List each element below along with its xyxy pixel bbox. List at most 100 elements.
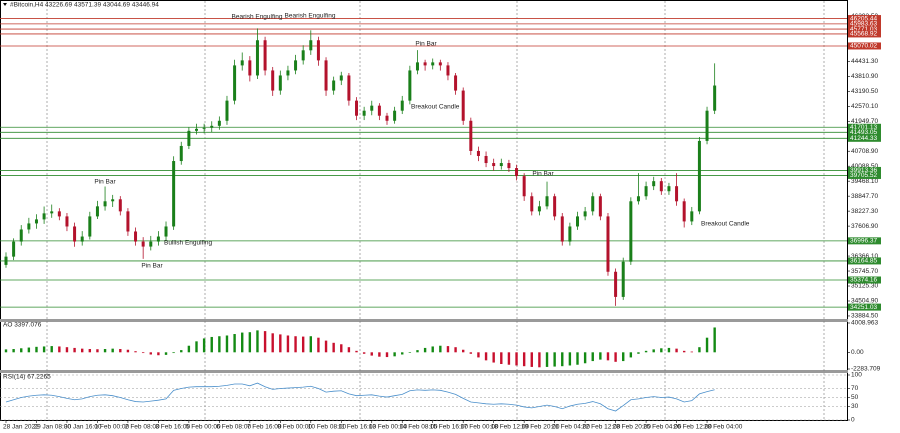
ao-bar	[157, 352, 160, 356]
ao-bar	[507, 352, 511, 365]
ao-bar	[637, 352, 640, 354]
candle-body	[339, 75, 343, 81]
ao-bar	[568, 352, 572, 366]
candle-body	[598, 196, 602, 217]
candle-body	[530, 196, 534, 212]
ao-bar	[332, 342, 335, 353]
ao-bar	[233, 334, 236, 353]
level-label: 36996.37	[850, 238, 877, 245]
level-label-box	[848, 25, 881, 33]
ao-bar	[58, 346, 61, 353]
annotation: Bearish Engulfing	[285, 13, 336, 20]
candle-body	[614, 271, 618, 297]
candle-body	[675, 186, 679, 202]
level-label: 39913.36	[850, 167, 877, 174]
candle-body	[667, 186, 671, 192]
level-label-box	[848, 128, 881, 136]
y-tick-label: 39468.10	[851, 178, 878, 185]
candle-body	[225, 100, 229, 121]
candle-body	[355, 100, 359, 116]
y-tick-label: 37606.90	[851, 223, 878, 230]
candle-body	[537, 206, 541, 212]
level-label: 45070.02	[850, 43, 877, 50]
candle-body	[553, 196, 557, 217]
ao-bar	[378, 352, 381, 357]
ao-bar	[652, 349, 655, 353]
ao-bar	[172, 352, 175, 354]
x-tick-label: 19 Feb 20:00	[521, 424, 560, 431]
x-tick-label: 21 Feb 04:00	[552, 424, 591, 431]
candle-body	[423, 62, 427, 66]
ao-bar	[12, 349, 15, 353]
ao-bar	[241, 332, 244, 353]
ao-bar	[522, 352, 526, 367]
level-label: 35374.16	[850, 277, 877, 284]
x-tick-label: 1 Feb 00:00	[94, 424, 129, 431]
candle-body	[415, 62, 419, 71]
y-tick-label: 33884.50	[851, 313, 878, 320]
candle-body	[27, 223, 31, 230]
ao-bar	[401, 352, 404, 355]
ao-bar	[492, 352, 495, 363]
annotation: Pin Bar	[141, 263, 163, 270]
candle-body	[408, 70, 412, 101]
candle-body	[370, 105, 374, 111]
candle-body	[560, 216, 564, 242]
annotation: Bearish Engulfing	[232, 14, 283, 21]
y-tick-label: 0.00	[851, 349, 864, 356]
candle-body	[576, 216, 579, 227]
candle-body	[12, 241, 16, 257]
candle-body	[164, 226, 168, 237]
level-label-box	[848, 42, 881, 50]
level-label-box	[848, 20, 881, 28]
candle-body	[332, 80, 336, 91]
y-tick-label: 35745.70	[851, 268, 878, 275]
ao-bar	[96, 349, 99, 353]
candle-body	[522, 176, 526, 197]
x-tick-label: 26 Feb 12:00	[674, 424, 713, 431]
y-tick-label: 38227.30	[851, 208, 878, 215]
candle-body	[644, 186, 648, 197]
y-tick-label: 50	[851, 394, 859, 401]
candle-body	[461, 90, 465, 121]
ao-bar	[682, 350, 686, 353]
candle-body	[88, 216, 92, 237]
annotation: Bullish Engulfing	[164, 240, 212, 247]
ao-bar	[309, 336, 312, 353]
menu-arrow[interactable]	[3, 3, 7, 6]
ao-bar	[355, 350, 358, 353]
annotation: Breakout Candle	[411, 104, 460, 111]
candle-body	[469, 120, 473, 151]
candle-body	[149, 241, 153, 247]
level-label: 41493.05	[850, 129, 877, 136]
candle-body	[134, 231, 138, 242]
candle-body	[156, 236, 160, 242]
candle-body	[377, 105, 381, 116]
ao-bar	[431, 346, 434, 353]
level-label-box	[848, 166, 881, 174]
candle-body	[233, 65, 237, 101]
ao-bar	[317, 337, 320, 353]
x-tick-label: 29 Jan 08:00	[33, 424, 71, 431]
candle-body	[583, 211, 587, 217]
level-label: 46205.44	[850, 15, 877, 22]
level-label: 34251.03	[850, 304, 877, 311]
ao-bar	[446, 346, 450, 353]
ao-bar	[149, 352, 152, 355]
ao-bar	[81, 348, 84, 353]
ao-bar	[20, 348, 23, 353]
candle-body	[400, 100, 404, 111]
candle-body	[210, 125, 214, 128]
ao-bar	[225, 335, 229, 353]
candle-body	[73, 226, 77, 242]
x-tick-label: 25 Feb 04:00	[643, 424, 682, 431]
ao-bar	[583, 352, 587, 364]
candle-body	[294, 60, 298, 71]
level-label: 45771.03	[850, 26, 877, 33]
candle-body	[324, 60, 328, 91]
candle-body	[438, 62, 442, 66]
candle-body	[515, 168, 519, 177]
ao-bar	[279, 334, 282, 353]
y-tick-label: 34504.90	[851, 298, 878, 305]
ao-bar	[370, 352, 373, 356]
